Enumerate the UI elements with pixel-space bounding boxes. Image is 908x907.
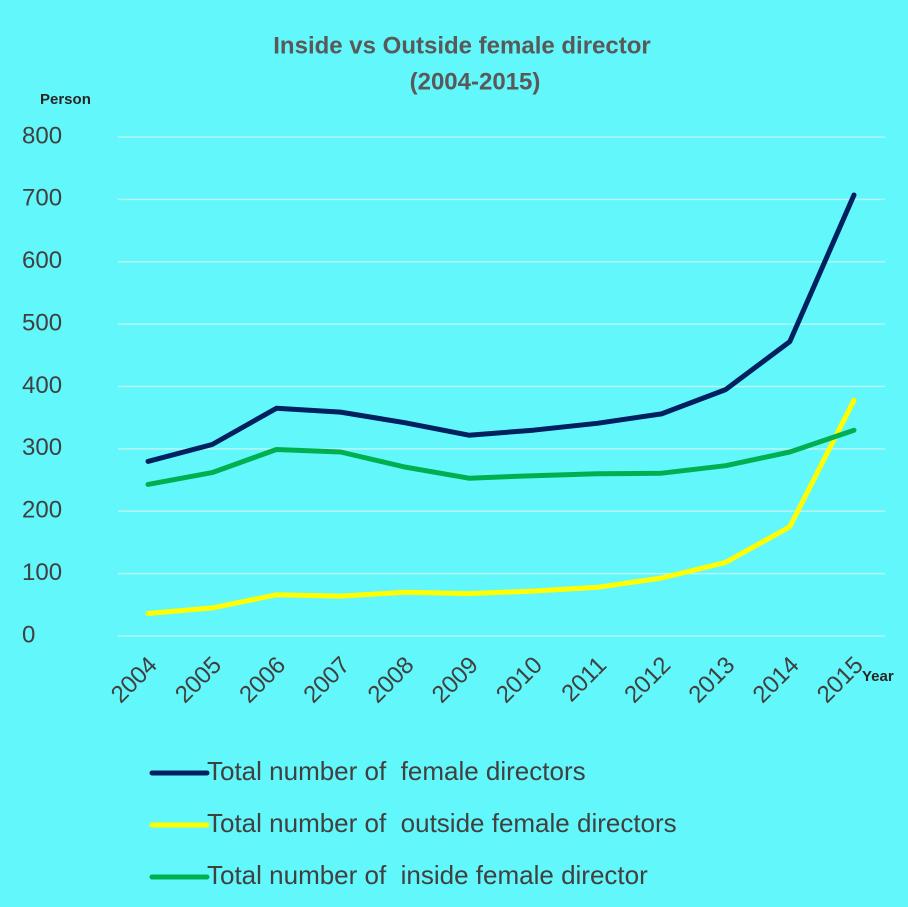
legend-label: Total number of inside female director xyxy=(207,860,648,890)
y-tick-label: 800 xyxy=(22,122,62,149)
data-line xyxy=(145,427,857,487)
data-line xyxy=(145,397,857,616)
x-axis-label: Year xyxy=(862,668,894,685)
y-tick-label: 300 xyxy=(22,434,62,461)
y-tick-label: 700 xyxy=(22,185,62,212)
y-tick-label: 0 xyxy=(22,621,35,648)
y-tick-label: 400 xyxy=(22,372,62,399)
chart-title: Inside vs Outside female director xyxy=(273,32,650,59)
y-tick-label: 100 xyxy=(22,559,62,586)
y-tick-label: 600 xyxy=(22,247,62,274)
y-tick-label: 500 xyxy=(22,309,62,336)
y-axis-label: Person xyxy=(40,91,91,108)
legend-label: Total number of outside female directors xyxy=(207,808,677,838)
y-tick-label: 200 xyxy=(22,497,62,524)
legend-label: Total number of female directors xyxy=(207,756,586,786)
data-line xyxy=(145,192,857,464)
chart-subtitle: (2004-2015) xyxy=(410,68,541,95)
